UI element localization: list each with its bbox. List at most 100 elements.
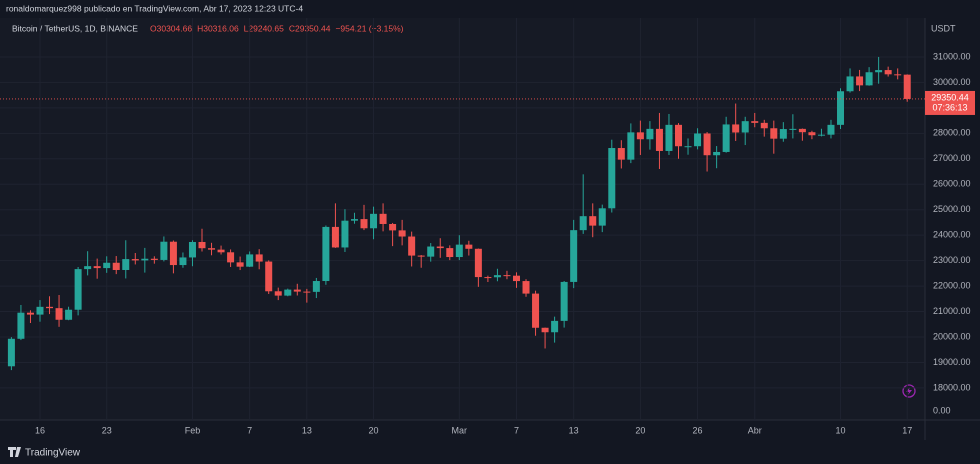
candle-body xyxy=(65,309,73,320)
candle-body xyxy=(265,261,273,292)
candle-body xyxy=(150,258,158,260)
x-tick-label: 10 xyxy=(836,425,846,435)
candle-body xyxy=(370,213,378,229)
candle-body xyxy=(246,254,254,267)
x-tick-label: 23 xyxy=(102,425,112,435)
alert-icon[interactable] xyxy=(902,384,916,398)
candle-body xyxy=(122,259,130,270)
candle-body xyxy=(427,246,435,257)
y-tick-label: 18000.00 xyxy=(933,382,971,392)
candle-body xyxy=(512,275,520,282)
logo xyxy=(8,447,21,457)
candle-body xyxy=(446,248,454,258)
candle-body xyxy=(627,132,635,160)
candle-body xyxy=(74,269,82,310)
y-tick-label: 21000.00 xyxy=(933,306,971,316)
candle-body xyxy=(856,76,864,86)
candle-body xyxy=(198,241,206,249)
x-tick-label: 7 xyxy=(247,425,252,435)
candle-body xyxy=(417,255,425,257)
candle-body xyxy=(17,312,25,339)
candle-body xyxy=(875,70,883,73)
candle-body xyxy=(84,266,92,270)
candle-body xyxy=(532,293,540,328)
candle-body xyxy=(227,252,235,263)
candle-body xyxy=(160,241,168,260)
y-tick-label: 27000.00 xyxy=(933,153,971,163)
countdown-label: 07:36:13 xyxy=(932,102,967,112)
candle-body xyxy=(665,124,673,151)
candle-body xyxy=(779,129,787,139)
y-tick-label: 23000.00 xyxy=(933,255,971,265)
y-tick-label: 19000.00 xyxy=(933,357,971,367)
x-tick-label: Abr xyxy=(748,425,762,435)
candle-body xyxy=(798,128,806,133)
candle-body xyxy=(408,236,416,256)
candle-body xyxy=(541,327,549,333)
candle-body xyxy=(236,262,244,267)
candle-body xyxy=(551,320,559,333)
candle-body xyxy=(169,241,177,266)
candle-body xyxy=(46,306,54,309)
y-tick-label: 24000.00 xyxy=(933,230,971,240)
candle-body xyxy=(503,275,511,277)
candle-body xyxy=(522,281,530,294)
candle-body xyxy=(465,244,473,249)
candle-body xyxy=(694,133,702,147)
candle-body xyxy=(217,249,225,253)
ohlc-value: L29240.65 xyxy=(244,23,284,33)
candle-body xyxy=(436,246,444,249)
candle-body xyxy=(36,306,44,315)
price-box xyxy=(925,90,975,115)
x-tick-label: 20 xyxy=(369,425,379,435)
ohlc-value: C29350.44 xyxy=(289,23,331,33)
candle-body xyxy=(770,128,778,139)
symbol: Bitcoin / TetherUS, 1D, BINANCE xyxy=(12,23,138,33)
candle-body xyxy=(484,277,492,279)
x-tick-label: 13 xyxy=(302,425,312,435)
y-tick-label: 30000.00 xyxy=(933,77,971,87)
y-tick-label: 31000.00 xyxy=(933,51,971,61)
candle-body xyxy=(865,72,873,86)
x-tick-label: Mar xyxy=(452,425,468,435)
candle-body xyxy=(608,148,616,209)
price-label: 29350.44 xyxy=(931,92,969,102)
candle-body xyxy=(322,226,330,282)
ohlc-value: H30316.06 xyxy=(197,23,239,33)
candle-body xyxy=(455,244,463,258)
candle-body xyxy=(617,148,625,160)
x-tick-label: 20 xyxy=(635,425,645,435)
candle-body xyxy=(389,223,397,231)
candle-body xyxy=(274,291,282,296)
candle-body xyxy=(188,241,196,258)
y-tick-label: 20000.00 xyxy=(933,331,971,341)
candle-body xyxy=(817,134,825,136)
candle-body xyxy=(26,312,34,315)
candle-body xyxy=(7,338,15,367)
publisher: ronaldomarquez998 publicado en TradingVi… xyxy=(6,3,303,13)
candle-body xyxy=(360,219,368,229)
candle-body xyxy=(598,208,606,226)
candle-body xyxy=(655,128,663,151)
x-tick-label: 16 xyxy=(35,425,45,435)
ohlc-value: O30304.66 xyxy=(150,23,192,33)
candle-body xyxy=(255,254,263,262)
candle-body xyxy=(131,259,139,261)
candle-body xyxy=(141,258,149,261)
y-tick-label: 28000.00 xyxy=(933,128,971,138)
candle-body xyxy=(741,121,749,133)
candle-body xyxy=(303,291,311,293)
candle-body xyxy=(93,266,101,269)
candle-body xyxy=(703,133,711,156)
x-tick-label: Feb xyxy=(185,425,201,435)
candle-body xyxy=(312,281,320,292)
y-tick-label: 26000.00 xyxy=(933,179,971,189)
candle-body xyxy=(846,76,854,92)
alert-icon xyxy=(906,387,912,395)
candle-body xyxy=(293,289,301,292)
brand: TradingView xyxy=(25,448,81,459)
candle-body xyxy=(751,121,759,123)
ohlc-value: −954.21 (−3.15%) xyxy=(335,23,403,33)
